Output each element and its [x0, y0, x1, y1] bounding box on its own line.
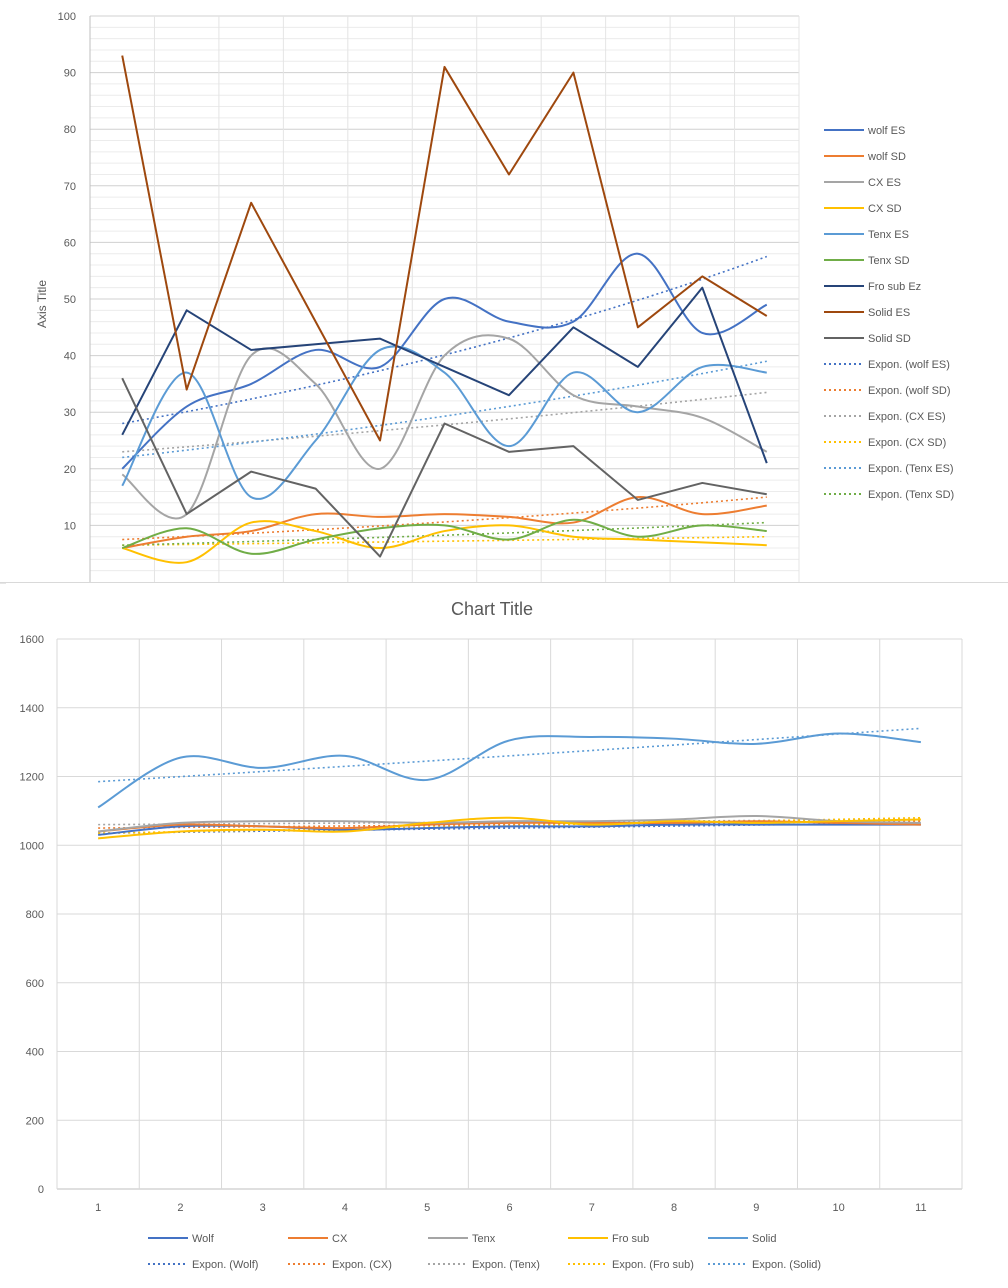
- legend-label: Fro sub: [612, 1233, 649, 1245]
- legend-label: Fro sub Ez: [868, 281, 921, 293]
- y-tick-label: 100: [58, 11, 76, 23]
- x-tick-label: 10: [832, 1202, 844, 1214]
- y-tick-label: 1200: [20, 772, 44, 784]
- legend-label: Wolf: [192, 1233, 215, 1245]
- y-tick-label: 50: [64, 294, 76, 306]
- legend-label: Solid: [752, 1233, 776, 1245]
- legend-label: Expon. (Solid): [752, 1259, 821, 1271]
- legend-label: Solid SD: [868, 333, 911, 345]
- y-tick-label: 1400: [20, 703, 44, 715]
- x-tick-label: 6: [506, 1202, 512, 1214]
- y-tick-label: 800: [26, 909, 44, 921]
- legend-label: Expon. (CX SD): [868, 437, 946, 449]
- chart-totals-svg: Chart Title 0 200 400 600 800 1000 1200 1400 1600…: [20, 599, 963, 1271]
- legend-label: wolf SD: [867, 151, 906, 163]
- series-line-cx-es: [121, 334, 768, 520]
- series-line-tenx-sd: [121, 518, 767, 555]
- legend-label: Expon. (Tenx ES): [868, 463, 954, 475]
- y-axis-title: Axis Title: [35, 280, 49, 328]
- legend-label: Expon. (wolf ES): [868, 359, 950, 371]
- chart-totals[interactable]: Chart Title 0 200 400 600 800 1000 1200 1400 1600…: [0, 584, 1008, 1288]
- legend-label: Expon. (Tenx): [472, 1259, 540, 1271]
- x-tick-label: 9: [753, 1202, 759, 1214]
- x-tick-label: 11: [915, 1202, 926, 1214]
- y-tick-label: 40: [64, 351, 76, 363]
- series-line-solid-sd: [121, 377, 767, 558]
- y-tick-label: 30: [64, 407, 76, 419]
- series-line-tenx: [98, 815, 921, 833]
- series-line-fro-sub-ez: [121, 286, 768, 464]
- series-line-solid-es: [121, 55, 768, 442]
- y-tick-label: 70: [64, 181, 76, 193]
- legend-label: Tenx SD: [868, 255, 910, 267]
- y-tick-label: 10: [64, 520, 76, 532]
- legend-label: wolf ES: [867, 125, 905, 137]
- legend-label: Expon. (CX ES): [868, 411, 946, 423]
- series-line-solid: [97, 732, 921, 809]
- y-tick-label: 20: [64, 464, 76, 476]
- legend-label: Expon. (CX): [332, 1259, 392, 1271]
- y-tick-label: 0: [38, 1184, 44, 1196]
- x-tick-label: 2: [177, 1202, 183, 1214]
- series-line-cx: [98, 820, 921, 833]
- legend-label: Tenx: [472, 1233, 496, 1245]
- chart-es-sd-svg: 10 20 30 40 50 60 70 80 90 100 Axis Title wolf ES wo…: [35, 11, 954, 582]
- x-tick-label: 8: [671, 1202, 677, 1214]
- series-line-cx-sd: [121, 520, 767, 564]
- chart-es-sd[interactable]: 10 20 30 40 50 60 70 80 90 100 Axis Title wolf ES wo…: [0, 0, 1008, 583]
- legend-label: Solid ES: [868, 307, 910, 319]
- y-tick-label: 90: [64, 68, 76, 80]
- x-tick-label: 5: [424, 1202, 430, 1214]
- y-tick-label: 1000: [20, 840, 44, 852]
- y-tick-label: 600: [26, 978, 44, 990]
- series-line-tenx-es: [121, 345, 767, 500]
- legend-label: CX: [332, 1233, 348, 1245]
- y-tick-label: 400: [26, 1047, 44, 1059]
- x-tick-label: 1: [95, 1202, 101, 1214]
- y-tick-label: 60: [64, 237, 76, 249]
- y-tick-label: 200: [26, 1115, 44, 1127]
- x-tick-label: 7: [589, 1202, 595, 1214]
- legend-label: Tenx ES: [868, 229, 909, 241]
- x-tick-label: 3: [260, 1202, 266, 1214]
- series-line-fro-sub: [98, 816, 921, 840]
- y-tick-label: 80: [64, 124, 76, 136]
- legend-label: Expon. (Fro sub): [612, 1259, 694, 1271]
- legend-label: CX SD: [868, 203, 902, 215]
- chart-title: Chart Title: [451, 599, 533, 619]
- legend-label: Expon. (Wolf): [192, 1259, 258, 1271]
- y-tick-label: 1600: [20, 634, 44, 646]
- legend-label: CX ES: [868, 177, 901, 189]
- legend-label: Expon. (wolf SD): [868, 385, 951, 397]
- x-tick-label: 4: [342, 1202, 348, 1214]
- legend-label: Expon. (Tenx SD): [868, 489, 954, 501]
